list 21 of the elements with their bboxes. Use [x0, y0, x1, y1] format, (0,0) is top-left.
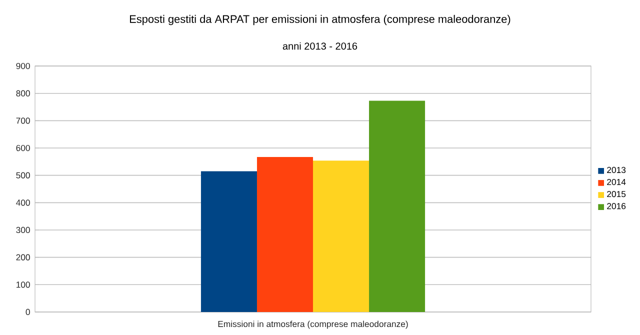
bar — [256, 157, 313, 312]
y-tick-label: 900 — [16, 62, 30, 70]
y-tick-label: 400 — [16, 200, 30, 206]
y-tick-label: 600 — [16, 144, 30, 152]
y-tick-label: 0 — [26, 308, 30, 316]
x-tick-label: Emissioni in atmosfera (comprese maleodoranze) — [218, 320, 408, 329]
y-tick-label: 300 — [16, 226, 30, 234]
chart-title: Esposti gestiti da ARPAT per emissioni in atmosfera (comprese maleodoranze) — [130, 14, 510, 26]
y-tick-label: 200 — [16, 254, 30, 260]
chart-subtitle: anni 2013 - 2016 — [282, 42, 358, 50]
bar — [369, 100, 426, 312]
legend-label: 2013 — [607, 166, 626, 174]
legend-label: 2015 — [607, 191, 626, 198]
legend-label: 2016 — [607, 203, 626, 210]
y-tick-label: 500 — [16, 172, 30, 178]
legend-label: 2014 — [607, 178, 626, 186]
bar — [200, 171, 257, 312]
bar — [313, 160, 370, 312]
y-tick-label: 800 — [16, 90, 30, 96]
y-tick-label: 700 — [16, 118, 30, 124]
y-tick-label: 100 — [16, 282, 30, 288]
